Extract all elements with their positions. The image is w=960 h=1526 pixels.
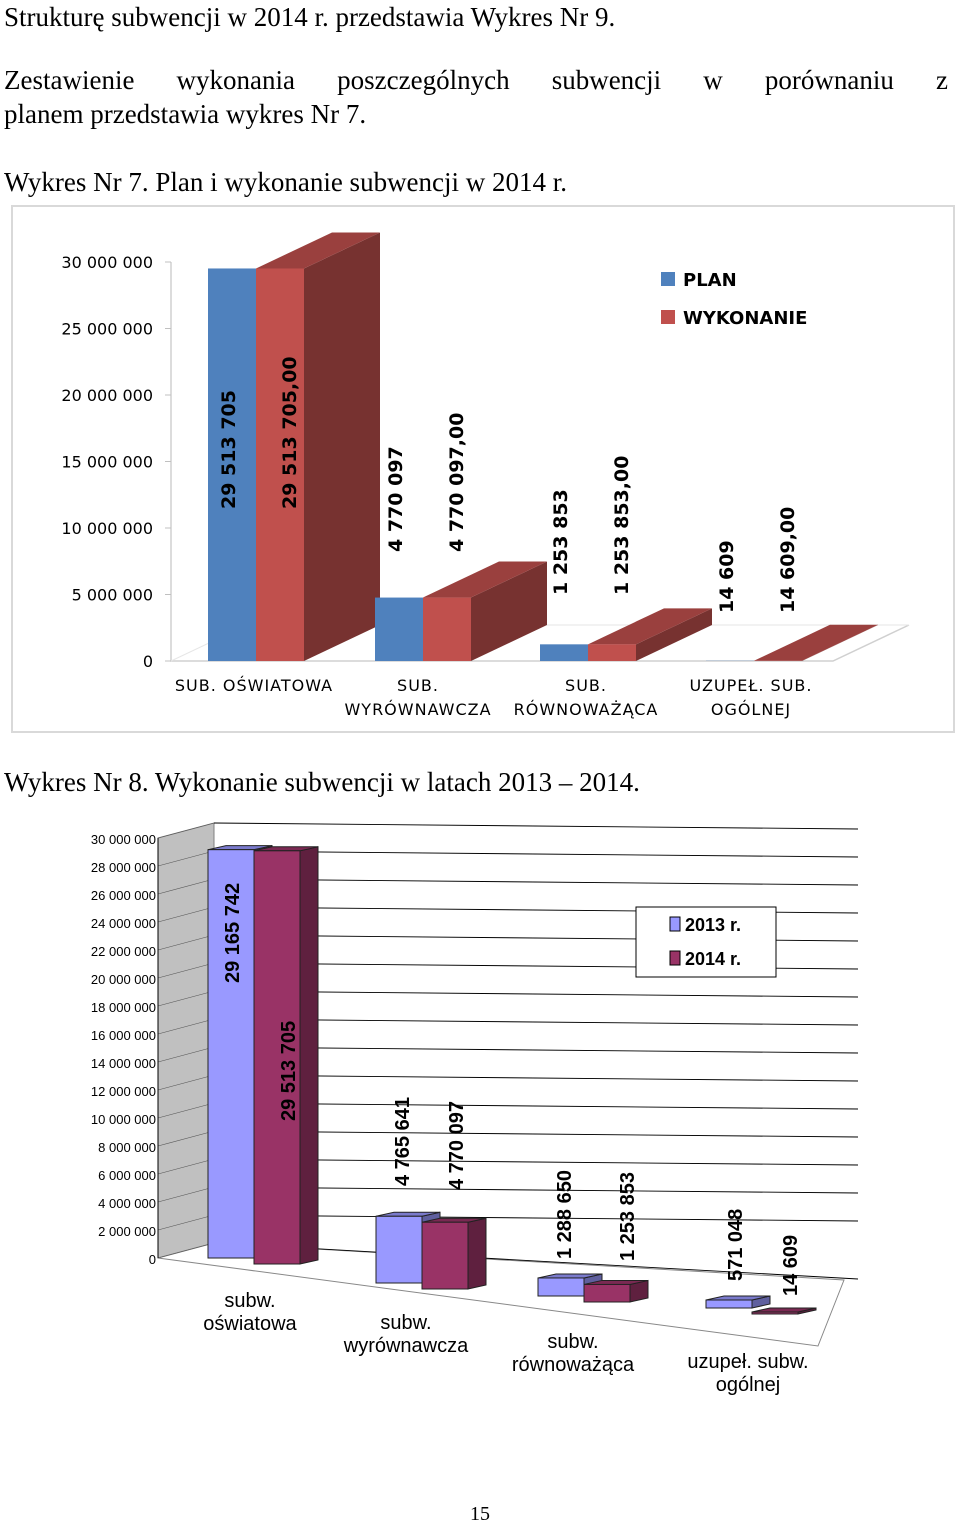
chart8-y-tick-label: 2 000 000 [98,1224,156,1239]
chart8-y-tick-label: 8 000 000 [98,1140,156,1155]
chart7-bar-plan-front [375,598,423,661]
chart8-category-label: ogólnej [716,1374,781,1396]
paragraph-line-2: planem przedstawia wykres Nr 7. [4,97,366,131]
chart7-value-label-wykonanie: 1 253 853,00 [611,456,633,595]
chart8-gridline [214,823,858,829]
chart8-legend-label: 2013 r. [685,915,741,935]
chart8-bar-2014-front [584,1284,630,1302]
chart8-legend-swatch [670,951,680,965]
chart8-category-label: równoważąca [512,1354,635,1376]
chart7-category-label: RÓWNOWAŻĄCA [514,700,659,719]
chart8-value-label-2014: 29 513 705 [278,1021,300,1121]
chart8-category-label: subw. [380,1312,431,1334]
chart8-value-label-2014: 14 609 [780,1235,802,1296]
chart7-y-tick-label: 25 000 000 [61,320,153,339]
chart7: 0 5 000 000 10 000 000 15 000 000 20 000 000… [13,207,953,731]
chart7-bar-wykonanie [588,608,712,661]
chart7-caption: Wykres Nr 7. Plan i wykonanie subwencji … [4,165,567,199]
chart7-value-label-plan: 1 253 853 [550,489,572,595]
chart7-value-label-wykonanie: 14 609,00 [777,507,799,613]
chart7-bar-wykonanie [754,625,878,661]
chart7-bar-wykonanie [423,562,547,661]
chart8-bar-2014-side [300,847,318,1264]
chart8-value-label-2013: 1 288 650 [554,1170,576,1259]
chart8-category-label: uzupeł. subw. [687,1351,808,1373]
chart7-legend-swatch [661,272,675,286]
chart7-legend-label: WYKONANIE [683,308,807,329]
chart8-y-tick-label: 6 000 000 [98,1168,156,1183]
chart8-value-label-2013: 4 765 641 [392,1097,414,1186]
chart7-bar-wykonanie-front [588,644,636,661]
chart7-value-label-wykonanie: 4 770 097,00 [446,413,468,552]
chart8-y-tick-label: 0 [149,1252,156,1267]
chart8-bar-2013-front [706,1300,752,1308]
chart7-value-label-plan: 14 609 [716,540,738,613]
chart8-y-tick-label: 12 000 000 [91,1084,156,1099]
chart8-value-label-2014: 1 253 853 [617,1172,639,1261]
chart8-bar-2013-front [538,1278,584,1296]
chart7-legend-label: PLAN [683,270,737,291]
chart7-legend-swatch [661,310,675,324]
chart7-bar-wykonanie-front [423,598,471,661]
chart7-bar-wykonanie-top [754,625,878,661]
chart8-value-label-2013: 29 165 742 [222,883,244,983]
chart7-value-label-plan: 4 770 097 [385,446,407,552]
chart8-category-label: subw. [224,1290,275,1312]
chart7-category-label: OGÓLNEJ [711,700,791,719]
chart8-caption: Wykres Nr 8. Wykonanie subwencji w latac… [4,765,640,799]
chart7-bar-plan [375,598,423,661]
chart8-bar-2014 [422,1218,486,1289]
chart8-value-label-2013: 571 048 [725,1209,747,1281]
chart8-legend-swatch [670,917,680,931]
chart8-legend-label: 2014 r. [685,949,741,969]
chart8-y-tick-label: 26 000 000 [91,888,156,903]
chart8-category-label: oświatowa [203,1313,297,1335]
chart8-bar-2013 [706,1296,770,1308]
chart8-y-tick-label: 14 000 000 [91,1056,156,1071]
chart8-y-tick-label: 16 000 000 [91,1028,156,1043]
chart7-category-label: SUB. [397,676,439,695]
chart7-value-label-plan: 29 513 705 [218,390,240,509]
chart8-y-tick-label: 4 000 000 [98,1196,156,1211]
chart7-bar-plan [540,644,588,661]
chart7-bar-plan-front [540,644,588,661]
chart8-value-label-2014: 4 770 097 [446,1101,468,1190]
chart7-bar-wykonanie [256,232,380,661]
chart7-y-tick-label: 15 000 000 [61,453,153,472]
chart8-y-tick-label: 18 000 000 [91,1000,156,1015]
chart7-y-tick-label: 30 000 000 [61,253,153,272]
chart8-side-wall [158,823,214,1258]
chart7-y-tick-label: 20 000 000 [61,386,153,405]
page-number: 15 [0,1502,960,1526]
chart8-category-label: wyrównawcza [343,1335,469,1357]
chart7-bar-wykonanie-side [304,232,380,661]
intro-sentence: Strukturę subwencji w 2014 r. przedstawi… [4,0,615,34]
chart7-category-label: SUB. OŚWIATOWA [175,676,333,695]
chart7-category-label: SUB. [565,676,607,695]
chart8-bar-2014 [584,1280,648,1302]
chart8-y-tick-label: 24 000 000 [91,916,156,931]
chart7-value-label-wykonanie: 29 513 705,00 [279,356,301,509]
chart8-y-tick-label: 20 000 000 [91,972,156,987]
chart8-bar-2014-side [468,1218,486,1289]
chart8-y-tick-label: 22 000 000 [91,944,156,959]
chart7-frame: 0 5 000 000 10 000 000 15 000 000 20 000 000… [11,205,955,733]
chart8-y-tick-label: 30 000 000 [91,832,156,847]
chart8-bar-2014-front [422,1222,468,1289]
chart8-y-tick-label: 28 000 000 [91,860,156,875]
chart8-y-tick-label: 10 000 000 [91,1112,156,1127]
chart7-y-tick-label: 5 000 000 [72,586,153,605]
chart7-y-tick-label: 0 [143,652,153,671]
chart8-category-label: subw. [547,1331,598,1353]
chart8-bar-2014-front [752,1312,798,1314]
chart7-category-label: UZUPEŁ. SUB. [690,676,813,695]
chart8: 0 2 000 000 4 000 000 6 000 000 8 000 000 10 … [0,810,960,1450]
chart7-category-label: WYRÓWNAWCZA [344,700,491,719]
chart7-y-tick-label: 10 000 000 [61,519,153,538]
paragraph-line-1: Zestawienie wykonania poszczególnych sub… [4,63,948,97]
chart8-bar-2013-front [376,1216,422,1283]
